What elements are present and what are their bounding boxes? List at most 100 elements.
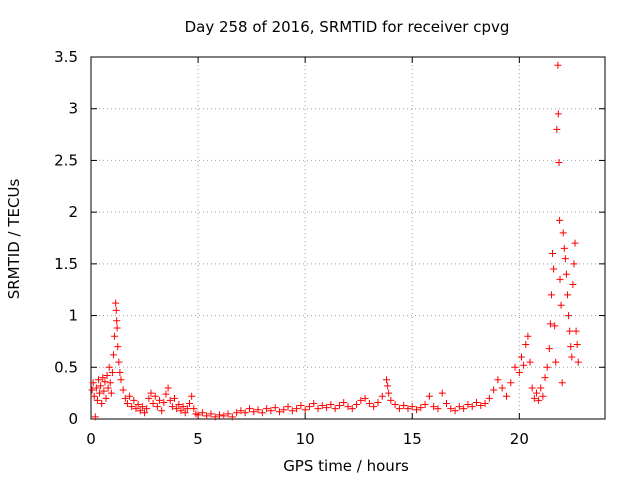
data-point: [391, 401, 399, 409]
data-point: [517, 353, 525, 361]
data-point: [224, 410, 232, 418]
data-point: [434, 405, 442, 413]
data-point: [216, 411, 223, 419]
data-point: [331, 405, 339, 413]
data-point: [128, 403, 136, 411]
data-point: [571, 239, 579, 247]
data-point: [494, 376, 502, 384]
y-tick-label: 2.5: [54, 151, 78, 169]
data-point: [149, 399, 157, 407]
data-point: [569, 281, 577, 289]
data-point: [233, 409, 241, 417]
data-point: [181, 409, 189, 417]
data-point: [162, 390, 170, 398]
data-point: [130, 396, 138, 404]
data-point: [89, 379, 97, 387]
data-point: [94, 376, 102, 384]
data-point: [179, 403, 187, 411]
data-point: [572, 327, 580, 335]
data-point: [374, 398, 382, 406]
data-point: [143, 405, 151, 413]
data-point: [109, 351, 117, 359]
data-point: [156, 396, 164, 404]
data-point: [378, 392, 386, 400]
data-point: [549, 250, 557, 258]
data-point: [173, 405, 181, 413]
data-point: [532, 389, 540, 397]
data-point: [288, 407, 296, 415]
data-point: [537, 384, 545, 392]
data-point: [564, 291, 572, 299]
data-point: [438, 389, 446, 397]
data-point: [166, 396, 174, 404]
data-point: [284, 403, 292, 411]
data-point: [151, 392, 159, 400]
data-point: [92, 384, 100, 392]
data-point: [116, 368, 124, 376]
data-point: [543, 363, 551, 371]
data-point: [123, 399, 131, 407]
data-point: [383, 376, 391, 384]
data-point: [258, 409, 266, 417]
data-point: [112, 306, 120, 314]
data-point: [524, 332, 532, 340]
data-point: [275, 408, 283, 416]
data-point: [301, 406, 309, 414]
data-point: [175, 401, 183, 409]
data-point: [570, 260, 578, 268]
data-point: [203, 412, 211, 420]
data-point: [545, 345, 553, 353]
data-point: [574, 358, 582, 366]
data-point: [357, 396, 365, 404]
data-point: [254, 406, 262, 414]
data-point: [530, 394, 538, 402]
data-point: [134, 401, 142, 409]
data-point: [526, 358, 534, 366]
data-point: [502, 392, 510, 400]
data-point: [126, 392, 134, 400]
data-point: [91, 413, 99, 421]
data-point: [160, 398, 168, 406]
data-point: [551, 322, 559, 330]
data-point: [507, 379, 515, 387]
data-point: [400, 402, 408, 410]
data-point: [132, 405, 140, 413]
data-point: [556, 275, 564, 283]
data-point: [395, 405, 403, 413]
data-point: [451, 407, 459, 415]
data-point: [567, 343, 575, 351]
data-point: [566, 327, 574, 335]
data-point: [314, 405, 322, 413]
data-point: [101, 378, 109, 386]
data-point: [528, 384, 536, 392]
data-point: [168, 403, 176, 411]
data-point: [158, 407, 166, 415]
data-point: [220, 412, 228, 420]
data-point: [408, 403, 416, 411]
data-point: [520, 361, 528, 369]
data-point: [353, 401, 361, 409]
data-point: [481, 399, 489, 407]
data-point: [111, 332, 119, 340]
data-point: [552, 358, 560, 366]
data-point: [468, 403, 476, 411]
data-point: [522, 341, 530, 349]
data-point: [573, 341, 581, 349]
data-point: [267, 407, 275, 415]
x-tick-label: 0: [86, 430, 96, 448]
data-point: [263, 405, 271, 413]
data-point: [297, 402, 305, 410]
y-axis-ticks: 0 0.5 1 1.5 2 2.5 3 3.5: [54, 48, 605, 428]
data-point: [384, 382, 392, 390]
data-point: [293, 405, 301, 413]
y-tick-label: 3: [68, 100, 78, 118]
x-tick-label: 20: [510, 430, 529, 448]
data-point: [425, 392, 433, 400]
x-tick-label: 15: [403, 430, 422, 448]
axes: [90, 56, 606, 420]
data-point: [541, 374, 549, 382]
y-tick-label: 1: [68, 307, 78, 325]
data-point: [241, 409, 249, 417]
data-point: [485, 394, 493, 402]
data-point: [554, 61, 562, 69]
